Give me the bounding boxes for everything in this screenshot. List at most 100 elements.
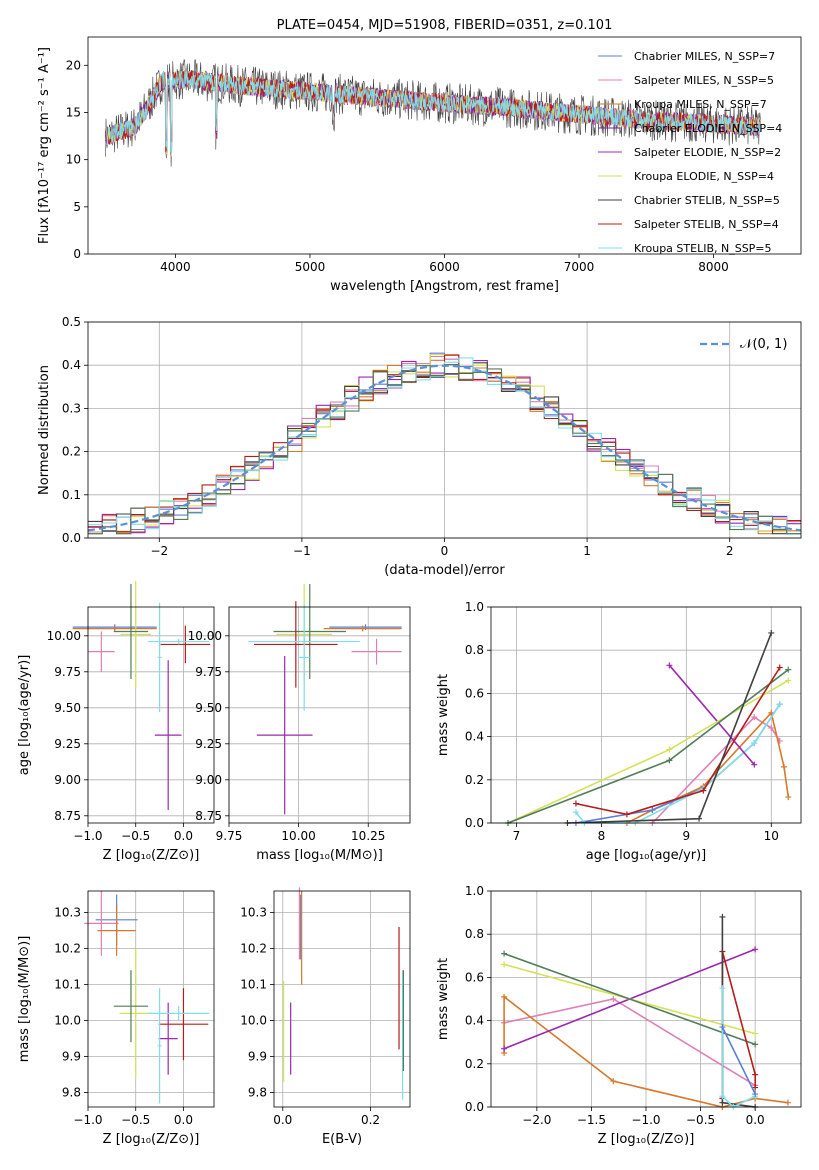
y-tick-label: 10 <box>66 153 81 167</box>
weight-marker <box>768 629 775 636</box>
weight-marker <box>752 1091 759 1098</box>
y-tick-label: 0.0 <box>465 816 484 830</box>
x-tick-label: −1.0 <box>73 1113 102 1127</box>
x-tick-label: −1 <box>293 544 311 558</box>
y-tick-label: 9.75 <box>195 665 222 679</box>
legend-label: Kroupa MILES, N_SSP=7 <box>634 98 767 111</box>
legend-label: 𝒩(0, 1) <box>740 337 787 352</box>
spectrum-lines <box>105 59 761 167</box>
x-tick-label: 7 <box>513 829 521 843</box>
y-tick-label: 10.0 <box>54 1014 81 1028</box>
legend-label: Salpeter MILES, N_SSP=5 <box>634 74 774 87</box>
y-tick-label: 9.9 <box>62 1050 81 1064</box>
x-tick-label: 10.00 <box>281 829 315 843</box>
y-axis-label: age [log₁₀(age/yr)] <box>17 655 32 776</box>
weight-marker <box>666 746 673 753</box>
weight-marker <box>719 985 726 992</box>
panel-4: 9.75 10.00 10.25 8.75 9.00 9.25 9.50 9.75 10.00 m… <box>188 583 411 863</box>
y-axis-label: mass [log₁₀(M/M⊙)] <box>17 936 32 1063</box>
weight-marker <box>649 807 656 814</box>
y-tick-label: 10.2 <box>54 942 81 956</box>
panel-7: 0.0 0.2 9.8 9.9 10.0 10.1 10.2 10.3 E(B-V) <box>240 887 411 1147</box>
weight-marker <box>751 740 758 747</box>
weight-line-7 <box>507 668 789 824</box>
y-tick-label: 15 <box>66 105 81 119</box>
weight-marker <box>700 787 707 794</box>
x-axis-label: mass [log₁₀(M/M⊙)] <box>256 848 383 863</box>
weight-marker <box>666 662 673 669</box>
weight-marker <box>719 1093 726 1100</box>
axes-frame <box>490 890 802 1108</box>
legend-label: Kroupa STELIB, N_SSP=5 <box>634 242 772 255</box>
weight-marker <box>751 761 758 768</box>
y-tick-label: 10.3 <box>240 906 267 920</box>
x-tick-label: 6000 <box>429 260 460 274</box>
normal-curve <box>87 364 802 532</box>
x-tick-label: −2.0 <box>522 1113 551 1127</box>
y-tick-label: 9.50 <box>195 701 222 715</box>
y-tick-label: 0.6 <box>465 970 484 984</box>
y-tick-label: 9.9 <box>248 1050 267 1064</box>
y-tick-label: 9.50 <box>54 701 81 715</box>
x-tick-label: −1.0 <box>73 829 102 843</box>
x-tick-label: 0.0 <box>174 1113 193 1127</box>
panel-2: −2 −1 0 1 2 0.0 0.1 0.2 0.3 0.4 0.5 (data-model)/er… <box>37 315 802 578</box>
y-tick-label: 9.8 <box>248 1086 267 1100</box>
y-tick-label: 0.3 <box>62 401 81 415</box>
x-tick-label: 10.25 <box>351 829 385 843</box>
weight-marker <box>572 809 579 816</box>
y-tick-label: 0.1 <box>62 488 81 502</box>
y-axis-label: Flux [fλ10⁻¹⁷ erg cm⁻² s⁻¹ A⁻¹] <box>37 47 52 244</box>
weight-line-9 <box>567 632 773 824</box>
x-tick-label: 8000 <box>698 260 729 274</box>
y-tick-label: 8.75 <box>54 809 81 823</box>
weight-marker <box>751 714 758 721</box>
weight-marker <box>752 1030 759 1037</box>
y-tick-label: 10.0 <box>240 1014 267 1028</box>
y-tick-label: 9.8 <box>62 1086 81 1100</box>
axes-frame <box>490 606 802 824</box>
x-tick-label: 0.0 <box>174 829 193 843</box>
weight-marker <box>784 1099 791 1106</box>
weight-marker <box>768 724 775 731</box>
x-axis-label: Z [log₁₀(Z/Z⊙)] <box>103 848 200 863</box>
x-tick-label: 0.0 <box>746 1113 765 1127</box>
y-tick-label: 10.1 <box>54 978 81 992</box>
x-axis-label: Z [log₁₀(Z/Z⊙)] <box>598 1132 695 1147</box>
y-axis-label: mass weight <box>436 674 451 756</box>
y-tick-label: 0.8 <box>465 643 484 657</box>
weight-marker <box>623 811 630 818</box>
weight-marker <box>781 763 788 770</box>
weight-marker <box>572 800 579 807</box>
x-tick-label: 7000 <box>564 260 595 274</box>
x-tick-label: −1.0 <box>631 1113 660 1127</box>
x-axis-label: (data-model)/error <box>384 563 505 578</box>
weight-marker <box>776 664 783 671</box>
weight-marker <box>501 961 508 968</box>
legend-label: Chabrier ELODIE, N_SSP=4 <box>634 122 782 135</box>
panel-6: −1.0 −0.5 0.0 9.8 9.9 10.0 10.1 10.2 10.3 Z [log₁… <box>17 890 215 1147</box>
weight-marker <box>752 1041 759 1048</box>
axes-frame <box>87 36 802 255</box>
y-tick-label: 9.75 <box>54 665 81 679</box>
y-tick-label: 0.8 <box>465 927 484 941</box>
spectrum-series-9 <box>105 70 761 154</box>
y-tick-label: 20 <box>66 58 81 72</box>
axes-frame <box>228 606 411 824</box>
axes-frame <box>87 321 802 539</box>
x-tick-label: 5000 <box>295 260 326 274</box>
y-tick-label: 0.5 <box>62 315 81 329</box>
x-tick-label: −2 <box>150 544 168 558</box>
x-tick-label: 0 <box>441 544 449 558</box>
x-tick-label: −0.5 <box>121 829 150 843</box>
x-axis-label: Z [log₁₀(Z/Z⊙)] <box>103 1132 200 1147</box>
weight-marker <box>501 950 508 957</box>
y-tick-label: 1.0 <box>465 600 484 614</box>
weight-marker <box>501 993 508 1000</box>
weight-marker <box>752 1071 759 1078</box>
y-tick-label: 10.3 <box>54 906 81 920</box>
y-tick-label: 9.25 <box>54 737 81 751</box>
weight-line-2 <box>503 995 789 1108</box>
weight-line-1 <box>503 998 756 1087</box>
